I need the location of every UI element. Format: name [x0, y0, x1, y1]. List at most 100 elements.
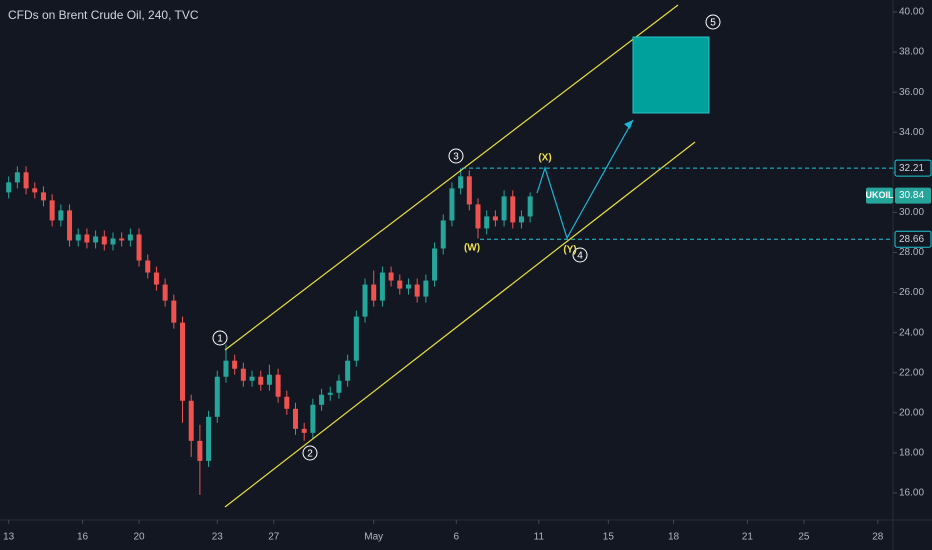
wave-label: 4 — [577, 251, 583, 262]
candle-body — [319, 394, 325, 405]
candle-body — [397, 280, 403, 289]
candle-body — [345, 360, 351, 381]
candle-body — [197, 440, 203, 461]
y-tick-label: 16.00 — [899, 488, 924, 499]
candle-body — [432, 248, 438, 281]
y-tick-label: 40.00 — [899, 7, 924, 18]
wave-label: 1 — [217, 334, 223, 345]
candle-body — [492, 216, 498, 221]
level-tag — [894, 159, 932, 177]
candle-body — [84, 234, 90, 243]
candle-body — [119, 238, 125, 241]
candle-body — [136, 234, 142, 261]
wave-circle — [212, 330, 228, 346]
candle-body — [527, 196, 533, 217]
candle-body — [101, 236, 107, 245]
candle-body — [67, 210, 73, 241]
wave-label: 2 — [307, 449, 313, 460]
candle-body — [180, 322, 186, 401]
candle-body — [284, 396, 290, 409]
candle-body — [223, 360, 229, 377]
x-tick-label: 21 — [742, 532, 754, 543]
wave-circle — [302, 445, 318, 461]
candle-body — [292, 408, 298, 429]
wave-label: 3 — [453, 152, 459, 163]
y-tick-label: 18.00 — [899, 448, 924, 459]
candle-body — [58, 210, 64, 221]
candle-body — [310, 404, 316, 433]
candle-body — [145, 260, 151, 273]
last-price-tag — [895, 187, 931, 204]
candle-body — [275, 374, 281, 397]
wave-labels: 1 2 3 4 5 (X) (W) (Y) — [212, 14, 721, 461]
candle-body — [240, 368, 246, 381]
level-tag-label: 32.21 — [899, 163, 924, 174]
candle-body — [171, 300, 177, 323]
wave-circle — [705, 14, 721, 30]
candle-body — [162, 284, 168, 301]
candle-body — [127, 234, 133, 241]
x-tick-label: 15 — [603, 532, 615, 543]
x-tick-label: May — [364, 532, 383, 543]
candle-body — [440, 220, 446, 249]
candle-body — [458, 176, 464, 189]
wave-label: (W) — [464, 243, 480, 254]
candle-body — [362, 284, 368, 317]
plot — [6, 166, 533, 495]
candle-body — [49, 200, 55, 221]
candle-body — [449, 188, 455, 221]
candle-body — [206, 416, 212, 461]
candle-body — [258, 376, 264, 385]
candle-body — [327, 392, 333, 395]
candle-body — [249, 376, 255, 381]
candle-body — [266, 374, 272, 385]
x-tick-label: 11 — [534, 532, 545, 543]
candle-body — [423, 280, 429, 297]
x-tick-label: 28 — [872, 532, 884, 543]
y-tick-label: 26.00 — [899, 287, 924, 298]
x-tick-label: 13 — [3, 532, 15, 543]
candle-body — [466, 176, 472, 205]
candle-body — [518, 216, 524, 223]
y-tick-label: 24.00 — [899, 327, 924, 338]
level-tag — [894, 230, 932, 248]
projection-path — [536, 119, 634, 240]
wave-label: (Y) — [563, 245, 576, 256]
y-tick-label: 22.00 — [899, 367, 924, 378]
candle-body — [93, 236, 99, 243]
chart-title: CFDs on Brent Crude Oil, 240, TVC — [8, 8, 199, 22]
candle-body — [484, 216, 490, 229]
candle-body — [214, 376, 220, 417]
wave-circle — [448, 148, 464, 164]
projection-arrow — [624, 120, 633, 129]
candle-body — [75, 234, 81, 241]
y-tick-label: 28.00 — [899, 247, 924, 258]
y-tick-label: 30.00 — [899, 207, 924, 218]
candle-body — [14, 172, 20, 183]
x-tick-label: 27 — [268, 532, 280, 543]
x-tick-label: 23 — [212, 532, 224, 543]
candle-body — [110, 238, 116, 245]
channel-lower — [224, 141, 696, 508]
symbol-tag-label: UKOIL — [866, 190, 895, 200]
candle-body — [405, 284, 411, 289]
candle-body — [40, 192, 46, 201]
candle-body — [188, 400, 194, 441]
channel-upper — [224, 4, 679, 351]
candle-body — [153, 272, 159, 285]
candle-body — [23, 172, 29, 189]
x-tick-label: 16 — [77, 532, 89, 543]
candle-body — [475, 204, 481, 229]
candle-body — [510, 196, 516, 223]
last-price-label: 30.84 — [899, 190, 924, 201]
candle-body — [232, 360, 238, 369]
x-tick-label: 25 — [798, 532, 810, 543]
candle-body — [379, 272, 385, 301]
candle-body — [32, 188, 38, 193]
x-tick-label: 18 — [668, 532, 680, 543]
y-tick-label: 36.00 — [899, 87, 924, 98]
candle-body — [336, 380, 342, 393]
symbol-tag — [866, 187, 893, 204]
candle-body — [501, 196, 507, 221]
